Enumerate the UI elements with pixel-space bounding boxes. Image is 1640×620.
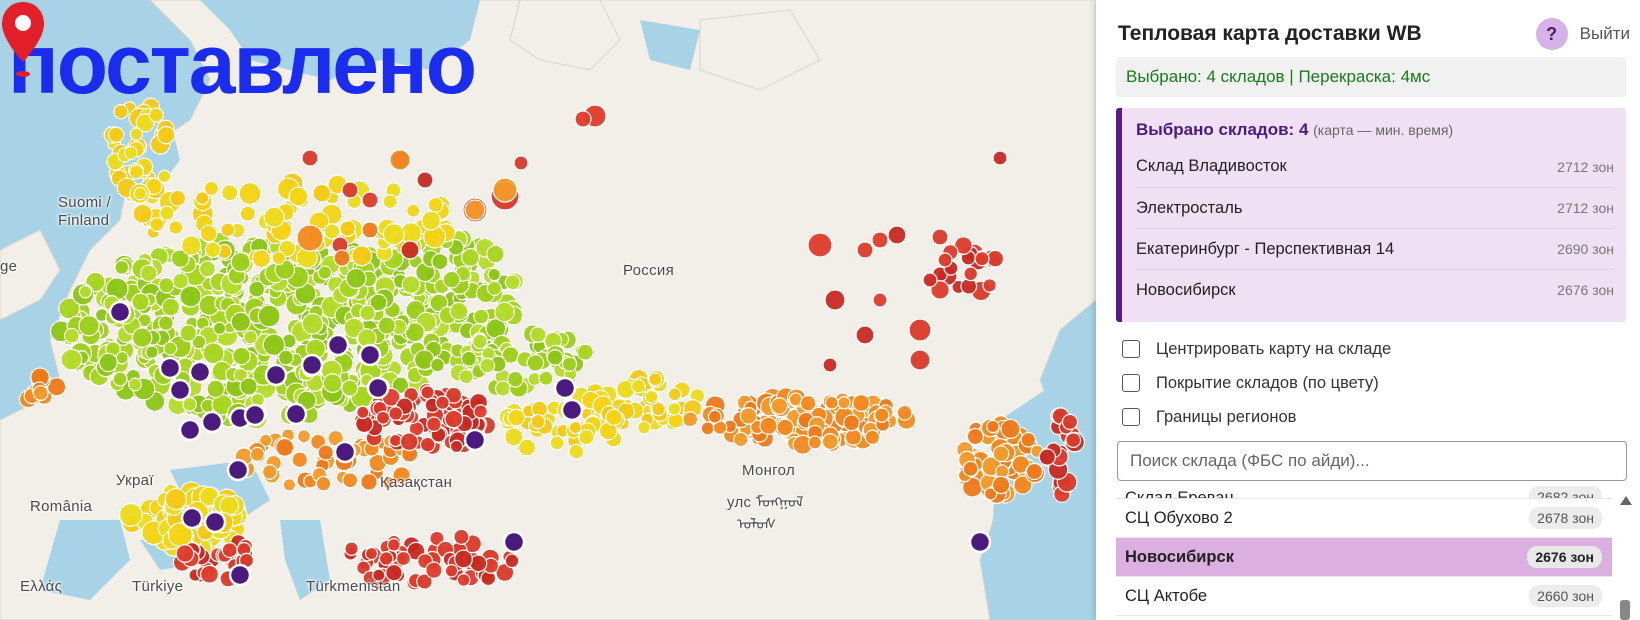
label-turkmenistan: Türkmenistan xyxy=(306,578,401,595)
page-title: Тепловая карта доставки WB xyxy=(1118,22,1422,45)
label-mongolia-1: Монгол xyxy=(742,462,795,479)
map-canvas[interactable] xyxy=(0,0,1096,620)
warehouse-marker[interactable] xyxy=(200,410,224,434)
list-item-name: Склад Ереван xyxy=(1125,489,1234,499)
warehouse-marker[interactable] xyxy=(463,428,487,452)
selected-title: Выбрано складов: 4 (карта — мин. время) xyxy=(1136,120,1614,140)
warehouse-marker[interactable] xyxy=(188,360,212,384)
selected-item-name: Новосибирск xyxy=(1136,280,1236,299)
checkbox[interactable] xyxy=(1122,408,1140,426)
label-finland-1: Suomi / xyxy=(58,194,111,211)
panel-header: Тепловая карта доставки WB ? Выйти xyxy=(1118,14,1630,54)
warehouse-marker[interactable] xyxy=(226,458,250,482)
selected-warehouses: Выбрано складов: 4 (карта — мин. время) … xyxy=(1116,108,1626,322)
label-mongolia-3: ᠤᠯᠤᠰ xyxy=(737,516,777,533)
warehouse-marker[interactable] xyxy=(108,300,132,324)
warehouse-marker[interactable] xyxy=(243,403,267,427)
option-checkbox[interactable]: Центрировать карту на складе xyxy=(1122,332,1391,366)
warehouse-marker[interactable] xyxy=(333,440,357,464)
label-romania: România xyxy=(30,498,93,515)
label-turkey: Türkiye xyxy=(132,578,184,595)
checkbox-label: Покрытие складов (по цвету) xyxy=(1156,373,1379,392)
selected-item-zones: 2712 зон xyxy=(1557,158,1614,175)
selected-item-name: Склад Владивосток xyxy=(1136,157,1287,175)
option-checkbox[interactable]: Границы регионов xyxy=(1122,400,1391,434)
list-item-zones: 2678 зон xyxy=(1529,507,1602,529)
list-item[interactable]: СЦ Обухово 2 2678 зон xyxy=(1116,499,1612,538)
warehouse-marker[interactable] xyxy=(502,530,526,554)
options: Центрировать карту на складе Покрытие ск… xyxy=(1122,332,1391,434)
selected-item[interactable]: Склад Владивосток 2712 зон xyxy=(1136,146,1614,187)
selected-item-name: Екатеринбург - Перспективная 14 xyxy=(1136,239,1395,258)
checkbox[interactable] xyxy=(1122,340,1140,358)
list-item[interactable]: Новосибирск 2676 зон xyxy=(1116,538,1612,577)
selected-hint: (карта — мин. время) xyxy=(1313,122,1454,138)
label-kazakhstan: Қазақстан xyxy=(380,474,453,491)
warehouse-markers[interactable] xyxy=(108,300,992,587)
list-item[interactable]: Склад Ереван 2682 зон xyxy=(1116,482,1612,499)
selected-item-zones: 2712 зон xyxy=(1557,200,1614,216)
label-greece: Ελλάς xyxy=(20,578,63,595)
warehouse-marker[interactable] xyxy=(203,510,227,534)
selected-item[interactable]: Электросталь 2712 зон xyxy=(1136,187,1614,228)
help-button[interactable]: ? xyxy=(1535,18,1568,50)
warehouse-list[interactable]: Склад Ереван 2682 зон СЦ Обухово 2 2678 з… xyxy=(1116,482,1612,620)
label-mongolia-2: улс ᠮᠣᠩᠭᠣᠯ xyxy=(727,494,804,511)
checkbox[interactable] xyxy=(1122,374,1140,392)
list-item-zones: 2682 зон xyxy=(1529,486,1602,498)
selected-item[interactable]: Екатеринбург - Перспективная 14 2690 зон xyxy=(1136,228,1614,269)
selected-item[interactable]: Новосибирск 2676 зон xyxy=(1136,269,1614,310)
warehouse-marker[interactable] xyxy=(264,363,288,387)
checkbox-label: Границы регионов xyxy=(1156,407,1297,426)
list-item-name: СЦ Актобе xyxy=(1125,586,1208,605)
warehouse-marker[interactable] xyxy=(326,333,350,357)
selected-item-name: Электросталь xyxy=(1136,198,1243,217)
list-item-name: Новосибирск xyxy=(1125,547,1234,566)
checkbox-label: Центрировать карту на складе xyxy=(1156,339,1392,358)
list-item-name: СЦ Обухово 2 xyxy=(1125,508,1233,527)
zone-dots xyxy=(18,97,1086,591)
logout-link[interactable]: Выйти xyxy=(1579,24,1630,43)
list-item[interactable]: СЦ Актобе 2660 зон xyxy=(1116,577,1612,616)
label-finland-2: Finland xyxy=(58,212,110,229)
list-item-zones: 2660 зон xyxy=(1529,585,1602,607)
status-bar: Выбрано: 4 складов | Перекраска: 4мс xyxy=(1116,57,1626,97)
selected-item-zones: 2676 зон xyxy=(1557,282,1614,298)
warehouse-marker[interactable] xyxy=(180,506,204,530)
scroll-thumb[interactable] xyxy=(1620,600,1630,620)
label-edge: ge xyxy=(0,258,18,275)
warehouse-marker[interactable] xyxy=(300,353,324,377)
warehouse-marker[interactable] xyxy=(158,356,182,380)
option-checkbox[interactable]: Покрытие складов (по цвету) xyxy=(1122,366,1391,400)
scroll-up-icon[interactable] xyxy=(1620,496,1632,505)
warehouse-marker[interactable] xyxy=(168,378,192,402)
label-ukraine: Украї xyxy=(116,472,154,489)
location-pin-icon xyxy=(2,2,44,77)
warehouse-marker[interactable] xyxy=(284,402,308,426)
warehouse-marker[interactable] xyxy=(968,530,992,554)
delivery-heatmap[interactable]: поставлено Россия Suomi / Finland ge Укр… xyxy=(0,0,1096,620)
selected-count: Выбрано складов: 4 xyxy=(1136,120,1309,139)
selected-item-zones: 2690 зон xyxy=(1557,241,1614,257)
warehouse-marker[interactable] xyxy=(560,398,584,422)
side-panel: Тепловая карта доставки WB ? Выйти Выбра… xyxy=(1096,0,1640,620)
logo-text: поставлено xyxy=(8,17,477,111)
warehouse-marker[interactable] xyxy=(366,376,390,400)
label-russia: Россия xyxy=(623,262,674,279)
warehouse-marker[interactable] xyxy=(358,343,382,367)
warehouse-marker[interactable] xyxy=(553,376,577,400)
list-item-zones: 2676 зон xyxy=(1527,546,1602,568)
warehouse-marker[interactable] xyxy=(178,418,202,442)
list-scrollbar[interactable] xyxy=(1616,482,1634,620)
warehouse-search-input[interactable]: Поиск склада (ФБС по айди)... xyxy=(1117,441,1627,481)
warehouse-marker[interactable] xyxy=(228,563,252,587)
